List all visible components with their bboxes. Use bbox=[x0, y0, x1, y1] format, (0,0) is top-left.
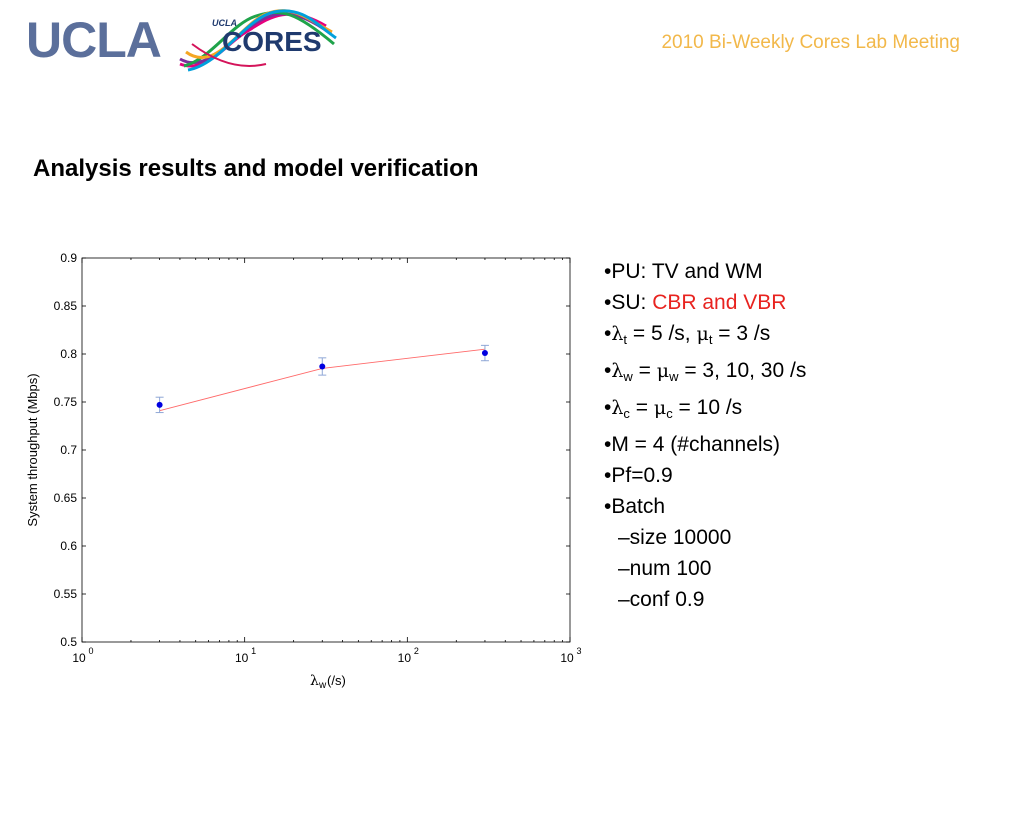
bullet-m-text: M = 4 (#channels) bbox=[611, 433, 781, 456]
bullet-batch: •Batch bbox=[604, 495, 666, 518]
cores-logo: UCLA CORES bbox=[179, 9, 337, 72]
y-tick-label: 0.65 bbox=[54, 491, 78, 505]
bullet-text: = 10 /s bbox=[672, 396, 743, 419]
bullet-batch-text: Batch bbox=[611, 495, 666, 518]
y-tick-label: 0.7 bbox=[60, 443, 77, 457]
x-tick-label: 10 bbox=[560, 651, 574, 665]
subscript: c bbox=[623, 406, 630, 421]
bullet-m: •M = 4 (#channels) bbox=[604, 433, 781, 456]
bullet-su: •SU: CBR and VBR bbox=[604, 291, 787, 314]
x-axis-label-subscript: w bbox=[318, 680, 327, 691]
x-tick-exponent: 0 bbox=[88, 646, 93, 656]
bullet-su-prefix: SU: bbox=[611, 291, 653, 314]
bullet-text: = bbox=[632, 359, 657, 382]
y-tick-label: 0.55 bbox=[54, 587, 78, 601]
cores-logo-text: CORES bbox=[222, 26, 322, 57]
x-tick-label: 10 bbox=[235, 651, 249, 665]
subscript: w bbox=[669, 369, 679, 384]
y-axis-label: System throughput (Mbps) bbox=[25, 373, 40, 526]
bullet-text: = bbox=[629, 396, 654, 419]
x-tick-exponent: 1 bbox=[251, 646, 256, 656]
throughput-chart: 0.50.550.60.650.70.750.80.850.910 0 10 1 10 2… bbox=[25, 251, 582, 691]
bullet-conf: –conf 0.9 bbox=[618, 588, 705, 611]
subscript: t bbox=[708, 332, 713, 347]
lambda-symbol: λ bbox=[611, 397, 624, 419]
y-tick-label: 0.8 bbox=[60, 347, 77, 361]
data-point bbox=[481, 350, 488, 357]
ucla-logo: UCLA bbox=[26, 12, 162, 68]
x-axis-label-symbol: λ bbox=[310, 673, 319, 689]
data-point bbox=[319, 363, 326, 370]
y-tick-label: 0.9 bbox=[60, 251, 77, 265]
bullet-pf-text: Pf=0.9 bbox=[611, 464, 673, 487]
lambda-symbol: λ bbox=[611, 323, 624, 345]
mu-symbol: μ bbox=[653, 397, 667, 419]
bullet-text: = 3 /s bbox=[712, 322, 771, 345]
bullet-text: = 3, 10, 30 /s bbox=[678, 359, 807, 382]
bullet-lambda-t: •λt = 5 /s, μt = 3 /s bbox=[604, 322, 771, 347]
slide-title: Analysis results and model verification bbox=[33, 155, 479, 182]
cores-logo-small-text: UCLA bbox=[212, 18, 237, 28]
y-tick-label: 0.5 bbox=[60, 635, 77, 649]
x-tick-label: 10 bbox=[72, 651, 86, 665]
x-tick-label: 10 bbox=[398, 651, 412, 665]
bullet-size: –size 10000 bbox=[618, 526, 732, 549]
lambda-symbol: λ bbox=[611, 360, 624, 382]
y-tick-label: 0.85 bbox=[54, 299, 78, 313]
y-tick-label: 0.75 bbox=[54, 395, 78, 409]
mu-symbol: μ bbox=[656, 360, 670, 382]
x-axis-label-unit: (/s) bbox=[327, 673, 346, 688]
bullet-lambda-c: •λc = μc = 10 /s bbox=[604, 396, 743, 421]
data-point bbox=[156, 401, 163, 408]
subscript: c bbox=[666, 406, 673, 421]
bullet-num: –num 100 bbox=[618, 557, 712, 580]
bullet-su-value: CBR and VBR bbox=[652, 291, 787, 314]
x-tick-exponent: 3 bbox=[576, 646, 581, 656]
bullet-text: = 5 /s, bbox=[627, 322, 697, 345]
bullet-pu-text: PU: TV and WM bbox=[611, 260, 763, 283]
mu-symbol: μ bbox=[696, 323, 709, 345]
x-tick-exponent: 2 bbox=[414, 646, 419, 656]
subscript: t bbox=[623, 332, 628, 347]
y-tick-label: 0.6 bbox=[60, 539, 77, 553]
plot-frame bbox=[81, 257, 571, 643]
slide-header: UCLA UCLA CORES 2010 Bi-Weekly Cores Lab… bbox=[0, 0, 1024, 80]
subscript: w bbox=[623, 369, 633, 384]
bullet-lambda-w: •λw = μw = 3, 10, 30 /s bbox=[604, 359, 807, 384]
bullet-pf: •Pf=0.9 bbox=[604, 464, 673, 487]
bullet-pu: •PU: TV and WM bbox=[604, 260, 763, 283]
meeting-title: 2010 Bi-Weekly Cores Lab Meeting bbox=[661, 32, 960, 53]
bullet-list: •PU: TV and WM •SU: CBR and VBR •λt = 5 … bbox=[604, 256, 806, 615]
